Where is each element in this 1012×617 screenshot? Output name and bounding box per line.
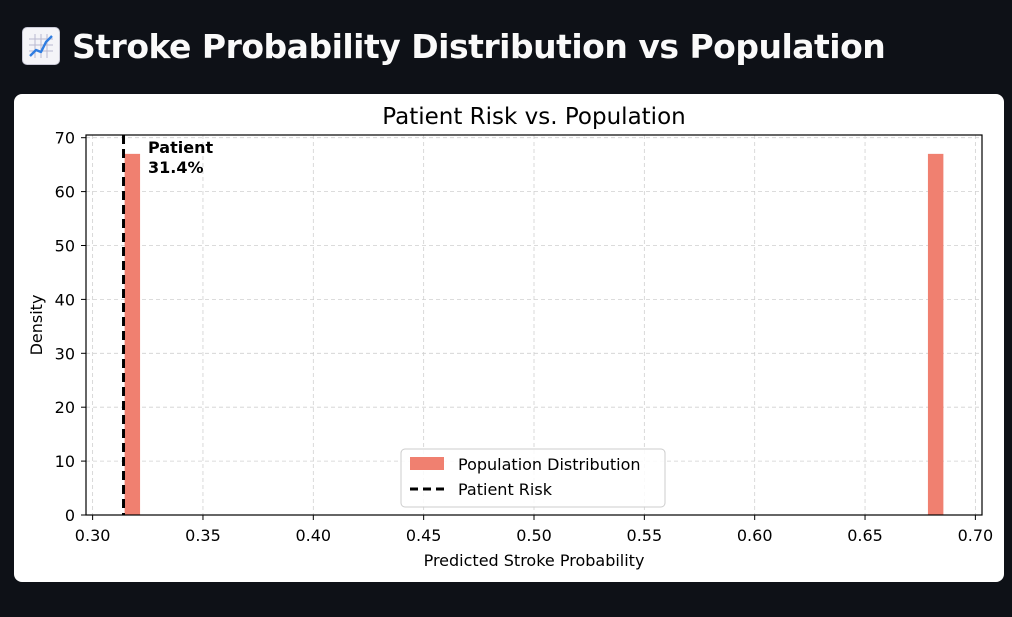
page-header: Stroke Probability Distribution vs Popul…: [22, 24, 886, 68]
x-axis-label: Predicted Stroke Probability: [424, 551, 645, 570]
y-tick-label: 60: [55, 183, 75, 202]
legend-swatch-population: [410, 457, 444, 470]
y-tick-label: 20: [55, 398, 75, 417]
legend-label-population: Population Distribution: [458, 455, 641, 474]
y-tick-label: 40: [55, 290, 75, 309]
histogram-bar: [124, 153, 141, 516]
y-tick-label: 50: [55, 236, 75, 255]
x-tick-label: 0.50: [516, 526, 552, 545]
x-tick-label: 0.45: [406, 526, 442, 545]
y-tick-label: 0: [65, 506, 75, 525]
x-tick-label: 0.40: [295, 526, 331, 545]
x-axis-ticks: 0.30 0.35 0.40 0.45 0.50 0.55 0.60 0.65 0.70: [75, 515, 993, 545]
x-tick-label: 0.65: [847, 526, 883, 545]
y-tick-label: 30: [55, 344, 75, 363]
chart-svg: Patient Risk vs. Population 0.30 0.35 0.40…: [27, 104, 993, 570]
x-tick-label: 0.55: [627, 526, 663, 545]
legend-box: [400, 448, 666, 508]
x-tick-label: 0.35: [185, 526, 221, 545]
x-tick-label: 0.60: [737, 526, 773, 545]
y-axis-ticks: 0 10 20 30 40 50 60 70: [55, 129, 86, 525]
legend: Population Distribution Patient Risk: [400, 448, 666, 508]
legend-label-patient-risk: Patient Risk: [458, 480, 553, 499]
histogram-bars: [124, 153, 944, 516]
chart-card: Patient Risk vs. Population 0.30 0.35 0.40…: [14, 94, 1004, 582]
page-title: Stroke Probability Distribution vs Popul…: [72, 26, 886, 66]
chart-title: Patient Risk vs. Population: [382, 104, 685, 130]
histogram-bar: [927, 153, 944, 516]
annotation-patient-label: Patient: [148, 138, 213, 157]
y-axis-label: Density: [27, 295, 46, 356]
y-tick-label: 10: [55, 452, 75, 471]
annotation-patient-value: 31.4%: [148, 158, 204, 177]
chart-increasing-icon: [22, 27, 60, 65]
grid: [86, 135, 982, 516]
x-tick-label: 0.70: [958, 526, 994, 545]
y-tick-label: 70: [55, 129, 75, 148]
x-tick-label: 0.30: [75, 526, 111, 545]
